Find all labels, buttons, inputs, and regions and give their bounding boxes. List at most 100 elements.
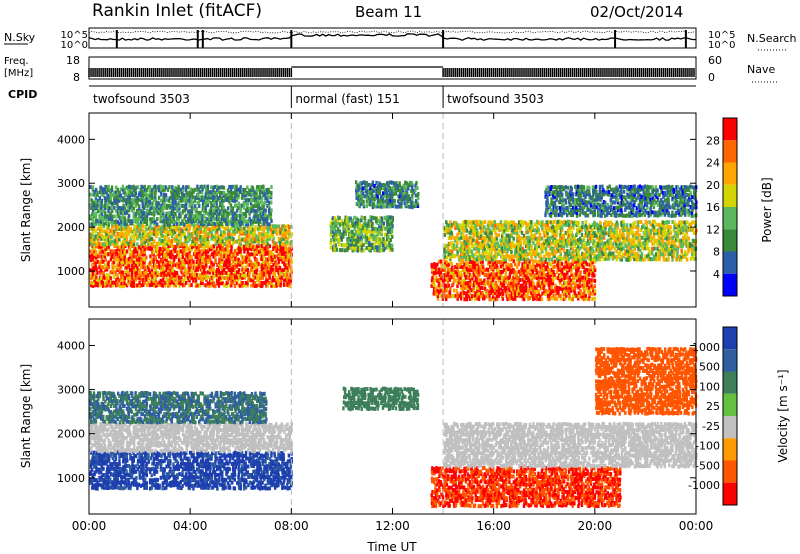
heat-cell: [222, 205, 225, 210]
heat-cell: [170, 201, 173, 206]
heat-cell: [152, 259, 155, 264]
heat-cell: [405, 193, 408, 198]
heat-cell: [145, 255, 148, 260]
heat-cell: [95, 283, 98, 287]
heat-cell: [111, 229, 114, 234]
heat-cell: [266, 188, 269, 192]
heat-cell: [150, 205, 154, 210]
heat-cell: [141, 231, 145, 236]
heat-cell: [380, 237, 384, 242]
heat-cell: [577, 277, 581, 282]
heat-cell: [351, 218, 355, 223]
heat-cell: [89, 192, 92, 197]
heat-cell: [222, 193, 225, 198]
heat-cell: [171, 252, 174, 257]
heat-cell: [376, 240, 380, 245]
heat-cell: [241, 273, 244, 278]
heat-cell: [204, 231, 208, 236]
heat-cell: [559, 286, 562, 291]
heat-cell: [181, 196, 184, 201]
heat-cell: [136, 275, 139, 280]
heat-cell: [401, 197, 405, 202]
heat-cell: [197, 259, 200, 264]
heat-cell: [107, 196, 110, 201]
heat-cell: [446, 280, 450, 285]
heat-cell: [582, 297, 586, 302]
heat-cell: [107, 224, 110, 229]
heat-cell: [96, 239, 99, 244]
heat-cell: [339, 248, 342, 253]
heat-cell: [232, 252, 235, 257]
heat-cell: [525, 280, 528, 285]
heat-cell: [185, 280, 188, 285]
heat-cell: [476, 277, 479, 282]
heat-cell: [266, 239, 269, 244]
heat-cell: [476, 255, 479, 260]
noise-search-trace: [88, 30, 697, 34]
heat-cell: [172, 206, 175, 211]
heat-cell: [185, 219, 188, 224]
heat-cell: [252, 244, 255, 249]
heat-cell: [472, 270, 475, 275]
heat-cell: [378, 189, 382, 194]
heat-cell: [268, 206, 271, 211]
heat-cell: [287, 260, 291, 265]
heat-cell: [445, 273, 448, 278]
heat-cell: [262, 184, 265, 189]
heat-cell: [516, 291, 519, 296]
heat-cell: [248, 216, 251, 221]
heat-cell: [374, 248, 378, 253]
heat-cell: [559, 268, 562, 273]
heat-cell: [433, 286, 436, 291]
heat-cell: [210, 275, 214, 280]
heat-cell: [250, 267, 253, 272]
heat-cell: [233, 219, 236, 224]
heat-cell: [206, 227, 210, 231]
heat-cell: [119, 219, 123, 224]
heat-cell: [248, 234, 251, 239]
heat-cell: [261, 237, 264, 241]
heat-cell: [261, 232, 264, 237]
heat-cell: [388, 237, 391, 242]
heat-cell: [501, 269, 504, 274]
heat-cell: [235, 281, 239, 286]
heat-cell: [90, 232, 94, 237]
heat-cell: [360, 240, 363, 245]
heat-cell: [136, 195, 139, 200]
heat-cell: [208, 284, 211, 288]
heat-cell: [549, 270, 553, 275]
heat-cell: [154, 263, 157, 268]
heat-cell: [255, 204, 259, 209]
heat-cell: [288, 246, 291, 251]
heat-cell: [250, 203, 253, 208]
heat-cell: [259, 275, 262, 280]
heat-cell: [198, 276, 201, 280]
heat-cell: [100, 257, 104, 261]
noise-left-tick-bottom: 10^0: [61, 40, 88, 51]
heat-cell: [462, 259, 465, 264]
heat-cell: [103, 196, 107, 201]
heat-cell: [333, 240, 336, 245]
heat-cell: [125, 242, 128, 247]
heat-cell: [387, 218, 390, 223]
heat-cell: [369, 183, 372, 188]
heat-cell: [102, 204, 105, 209]
heat-cell: [164, 260, 168, 265]
heat-cell: [458, 223, 461, 228]
heat-cell: [471, 283, 474, 288]
heat-cell: [501, 262, 505, 267]
heat-cell: [275, 226, 278, 231]
heat-cell: [198, 227, 201, 231]
heat-cell: [528, 296, 531, 300]
heat-cell: [234, 239, 237, 244]
heat-cell: [136, 249, 139, 254]
heat-cell: [192, 206, 196, 211]
heat-cell: [91, 224, 94, 229]
heat-cell: [201, 264, 205, 269]
heat-cell: [123, 187, 127, 192]
heat-cell: [380, 218, 384, 223]
heat-cell: [181, 188, 185, 193]
heat-cell: [231, 241, 235, 246]
heat-cell: [481, 225, 485, 229]
heat-cell: [261, 271, 264, 276]
